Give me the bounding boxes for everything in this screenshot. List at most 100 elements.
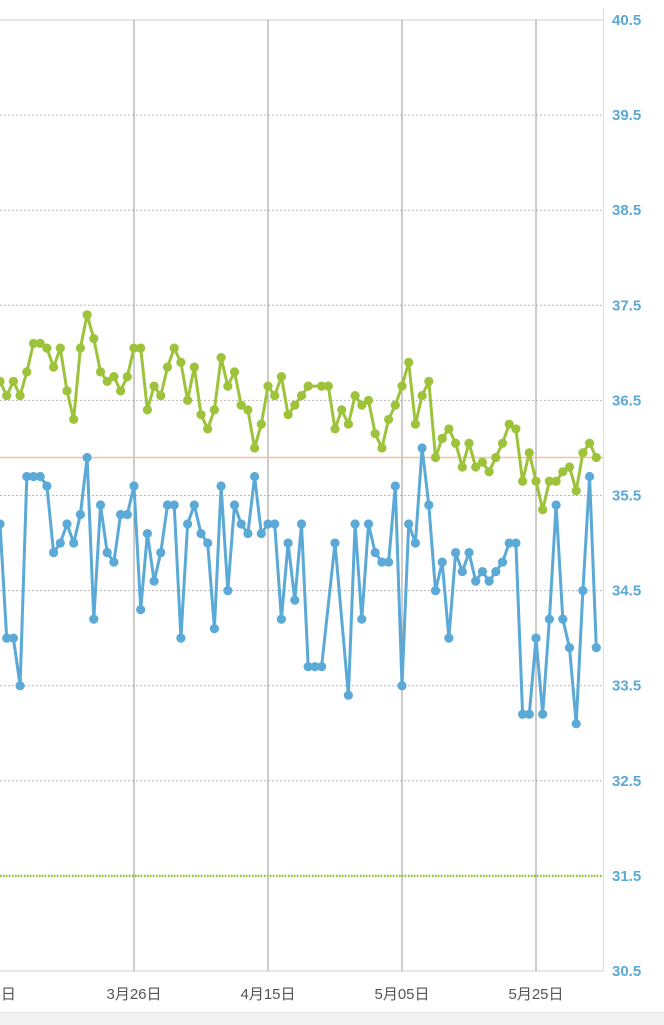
data-point [424, 376, 434, 386]
data-point [491, 566, 501, 577]
data-point [28, 338, 39, 348]
data-point [176, 633, 186, 643]
data-point [538, 505, 548, 515]
data-point [250, 443, 260, 453]
data-point [263, 381, 273, 391]
data-point [15, 391, 25, 401]
data-point [82, 310, 92, 320]
data-point [558, 467, 568, 477]
y-tick-label: 30.5 [612, 963, 641, 980]
data-point [317, 662, 327, 672]
x-tick-label: 4月15日 [240, 986, 295, 1003]
data-point [504, 538, 514, 548]
data-point [0, 519, 5, 529]
data-point [384, 557, 394, 567]
data-point [149, 576, 159, 586]
data-point [236, 519, 246, 529]
data-point [236, 400, 246, 410]
data-point [209, 624, 219, 634]
data-point [457, 566, 467, 577]
data-point [283, 410, 293, 420]
data-point [95, 500, 106, 510]
data-point [69, 414, 79, 425]
data-point [524, 448, 534, 458]
data-point [183, 395, 193, 405]
data-point [585, 471, 595, 482]
data-point [49, 362, 59, 372]
data-point [437, 557, 447, 567]
data-point [377, 443, 387, 453]
data-point [410, 538, 420, 548]
data-point [270, 519, 280, 529]
data-point [69, 538, 79, 548]
data-point [162, 500, 173, 510]
data-point [330, 424, 340, 434]
data-point [363, 519, 374, 529]
data-point [109, 557, 119, 567]
data-point [477, 457, 487, 467]
data-point [504, 419, 514, 429]
data-point [430, 586, 441, 596]
data-point [49, 547, 59, 558]
data-point [310, 662, 320, 672]
data-point [256, 528, 266, 539]
data-point [370, 547, 380, 558]
data-point [243, 528, 253, 539]
x-tick-label: 3月26日 [106, 986, 161, 1003]
data-point [62, 386, 72, 396]
data-point [209, 405, 219, 415]
data-point [518, 476, 528, 486]
data-point [149, 381, 159, 391]
data-point [410, 419, 420, 429]
data-point [491, 452, 501, 463]
data-point [544, 476, 555, 486]
data-point [390, 400, 400, 410]
data-point [317, 381, 327, 391]
data-point [15, 681, 25, 691]
data-point [28, 471, 39, 482]
data-point [189, 500, 199, 510]
data-point [35, 338, 45, 348]
data-point [524, 709, 534, 719]
data-point [162, 362, 173, 372]
data-point [571, 719, 581, 729]
data-point [169, 500, 179, 510]
data-point [142, 528, 152, 539]
data-point [444, 424, 454, 434]
data-point [417, 391, 427, 401]
data-point [183, 519, 193, 529]
data-point [377, 557, 387, 567]
data-point [169, 343, 179, 353]
series-line [0, 446, 598, 726]
data-point [451, 547, 461, 558]
data-point [42, 481, 52, 491]
data-point [497, 557, 508, 567]
data-point [350, 519, 360, 529]
data-point [303, 662, 313, 672]
data-point [558, 614, 568, 624]
data-point [457, 462, 467, 472]
data-point [417, 443, 427, 453]
data-point [8, 633, 18, 643]
data-point [544, 614, 555, 624]
data-point [116, 386, 126, 396]
data-point [571, 486, 581, 496]
data-point [384, 414, 394, 425]
y-tick-label: 37.5 [612, 297, 641, 314]
data-point [122, 372, 132, 382]
data-point [464, 547, 474, 558]
data-point [477, 566, 487, 577]
data-point [229, 367, 240, 377]
data-point [55, 538, 65, 548]
data-point [136, 605, 146, 615]
data-point [397, 681, 407, 691]
data-point [216, 481, 226, 491]
data-point [102, 376, 112, 386]
data-point [82, 452, 92, 463]
y-tick-label: 38.5 [612, 202, 641, 219]
data-point [390, 481, 400, 491]
data-point [89, 333, 99, 344]
data-point [42, 343, 52, 353]
data-point [223, 381, 233, 391]
data-point [136, 343, 146, 353]
